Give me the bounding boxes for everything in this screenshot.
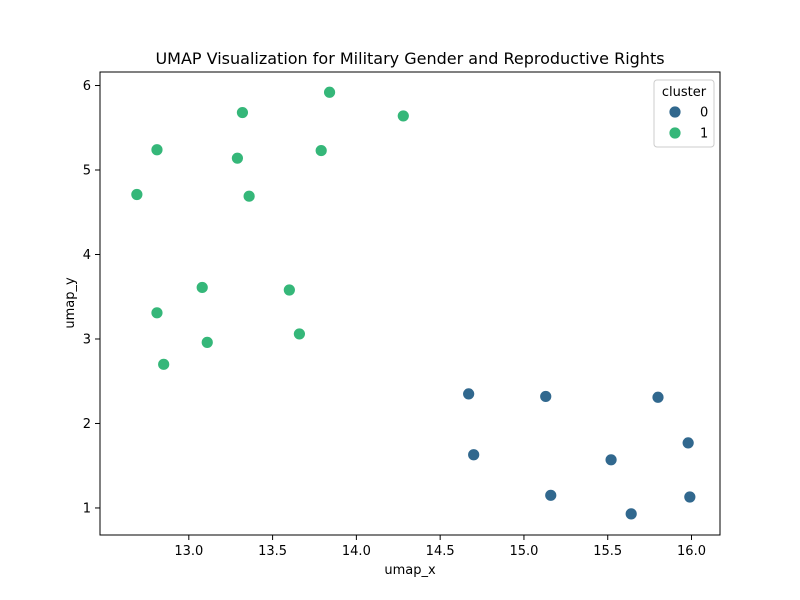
data-point-cluster-1	[200, 335, 214, 349]
data-points	[130, 85, 697, 521]
data-point-cluster-1	[195, 281, 209, 294]
legend-box	[653, 79, 715, 148]
x-tick-label: 13.0	[174, 544, 203, 559]
data-point-cluster-0	[467, 448, 481, 462]
y-tick-label: 4	[83, 248, 91, 263]
data-point-cluster-1	[314, 144, 328, 157]
legend: cluster 01	[653, 79, 715, 148]
data-point-cluster-0	[544, 488, 558, 502]
y-axis-ticks: 1 2 3 4 5 6	[83, 79, 100, 516]
legend-label-0: 0	[700, 106, 708, 121]
data-point-cluster-0	[651, 390, 665, 404]
x-tick-label: 14.5	[426, 544, 455, 559]
legend-marker-0	[668, 105, 682, 119]
data-point-cluster-1	[150, 306, 164, 320]
x-tick-label: 15.0	[509, 544, 538, 559]
y-axis-label: umap_y	[63, 277, 78, 329]
y-tick-label: 5	[83, 164, 91, 179]
x-axis-ticks: 13.0 13.5 14.0 14.5 15.0 15.5 16.0	[174, 535, 706, 559]
x-tick-label: 14.0	[342, 544, 371, 559]
data-point-cluster-1	[242, 189, 256, 203]
data-point-cluster-1	[236, 106, 249, 119]
data-point-cluster-0	[462, 387, 476, 401]
data-point-cluster-1	[396, 109, 410, 123]
data-point-cluster-1	[231, 151, 244, 165]
plot-frame	[99, 71, 721, 536]
legend-label-1: 1	[700, 127, 708, 142]
data-point-cluster-0	[624, 507, 638, 521]
x-tick-label: 16.0	[677, 544, 706, 559]
x-tick-label: 15.5	[593, 544, 622, 559]
legend-marker-1	[668, 126, 682, 140]
data-point-cluster-0	[683, 490, 697, 504]
data-point-cluster-1	[130, 188, 144, 201]
legend-entries: 01	[668, 105, 708, 142]
data-point-cluster-0	[681, 436, 695, 450]
data-point-cluster-1	[157, 357, 171, 371]
y-tick-label: 3	[83, 332, 91, 347]
y-tick-label: 2	[83, 417, 91, 432]
data-point-cluster-0	[539, 390, 553, 403]
data-point-cluster-0	[604, 453, 618, 467]
x-axis-label: umap_x	[384, 563, 436, 578]
x-tick-label: 13.5	[258, 544, 287, 559]
y-tick-label: 6	[83, 79, 91, 94]
data-point-cluster-1	[282, 283, 296, 297]
data-point-cluster-1	[150, 143, 164, 157]
data-point-cluster-1	[293, 327, 306, 341]
chart-title: UMAP Visualization for Military Gender a…	[155, 49, 664, 68]
y-tick-label: 1	[83, 501, 91, 516]
legend-title: cluster	[662, 85, 707, 100]
data-point-cluster-1	[323, 85, 336, 99]
